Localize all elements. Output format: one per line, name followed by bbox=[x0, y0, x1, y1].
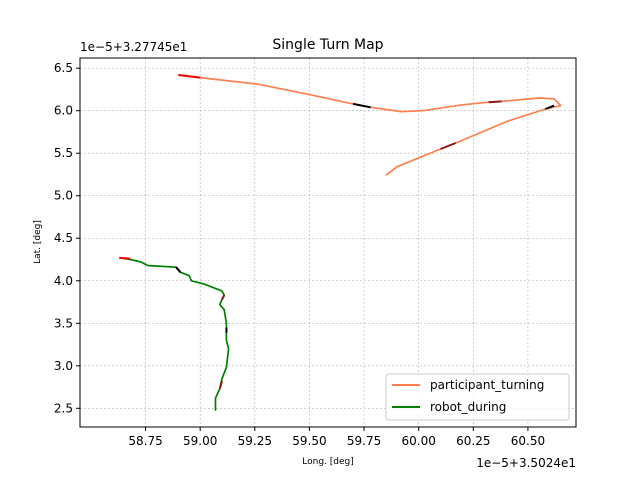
y-tick-label: 4.0 bbox=[54, 274, 73, 288]
highlight-segment bbox=[175, 266, 182, 273]
x-tick-label: 59.00 bbox=[183, 434, 217, 448]
y-tick-label: 6.5 bbox=[54, 61, 73, 75]
x-axis-offset-text: 1e−5+3.5024e1 bbox=[476, 456, 576, 470]
y-tick-label: 4.5 bbox=[54, 231, 73, 245]
y-axis-offset-text: 1e−5+3.27745e1 bbox=[80, 40, 187, 54]
highlight-segments bbox=[119, 74, 555, 389]
gridlines bbox=[80, 58, 576, 427]
y-tick-label: 5.0 bbox=[54, 189, 73, 203]
highlight-segment bbox=[545, 104, 555, 110]
y-tick-label: 3.0 bbox=[54, 359, 73, 373]
highlight-segment bbox=[218, 380, 223, 389]
legend-label-robot-during: robot_during bbox=[430, 400, 506, 414]
x-tick-label: 58.75 bbox=[128, 434, 162, 448]
x-tick-label: 59.25 bbox=[238, 434, 272, 448]
highlight-segment bbox=[119, 256, 131, 260]
chart-title: Single Turn Map bbox=[272, 37, 383, 53]
highlight-segment bbox=[488, 100, 502, 104]
y-tick-label: 6.0 bbox=[54, 104, 73, 118]
x-tick-label: 60.00 bbox=[401, 434, 435, 448]
axes-background bbox=[80, 58, 576, 427]
legend: participant_turning robot_during bbox=[385, 373, 570, 421]
highlight-segment bbox=[440, 142, 457, 150]
y-axis-ticks: 2.5 3.0 3.5 4.0 4.5 5.0 5.5 6.0 6.5 bbox=[54, 61, 80, 415]
x-tick-label: 60.50 bbox=[511, 434, 545, 448]
legend-box bbox=[385, 373, 570, 421]
x-tick-label: 60.25 bbox=[456, 434, 490, 448]
plot-area bbox=[79, 57, 577, 428]
x-axis-ticks: 58.75 59.00 59.25 59.50 59.75 60.00 60.25 60.50 bbox=[128, 427, 545, 448]
axes-frame bbox=[79, 57, 577, 428]
highlight-segment bbox=[221, 294, 226, 300]
x-axis-label: Long. [deg] bbox=[302, 457, 354, 467]
legend-label-participant-turning: participant_turning bbox=[430, 378, 544, 392]
x-tick-label: 59.75 bbox=[347, 434, 381, 448]
x-tick-label: 59.50 bbox=[292, 434, 326, 448]
y-tick-label: 5.5 bbox=[54, 146, 73, 160]
y-tick-label: 2.5 bbox=[54, 401, 73, 415]
highlight-segment bbox=[352, 102, 371, 109]
y-tick-label: 3.5 bbox=[54, 316, 73, 330]
highlight-segment bbox=[178, 74, 201, 79]
y-axis-label: Lat. [deg] bbox=[33, 220, 43, 264]
